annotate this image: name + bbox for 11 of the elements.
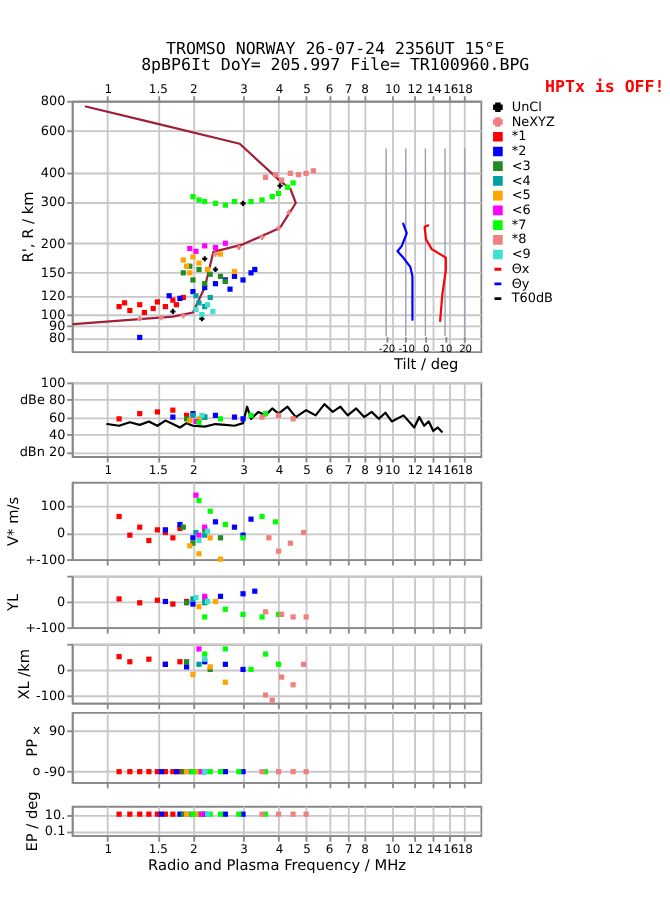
y-axis-title: V* m/s — [3, 496, 22, 546]
x-axis-title: Radio and Plasma Frequency / MHz — [148, 856, 407, 875]
y-axis-title: XL /km — [14, 648, 33, 700]
y-axis-title: R', R / km — [19, 191, 38, 263]
y-axis-title: EP / deg — [23, 791, 42, 852]
y-axis-title: YL — [3, 592, 22, 614]
x2-axis-title: Tilt / deg — [391, 355, 459, 374]
chart-subtitle: 8pBP6It DoY= 205.997 File= TR100960.BPG — [141, 54, 530, 75]
y-axis-title: PP — [22, 737, 41, 757]
chart-title: TROMSO NORWAY 26-07-24 2356UT 15°E — [166, 37, 505, 58]
text: HPTx is OFF! — [545, 75, 665, 96]
